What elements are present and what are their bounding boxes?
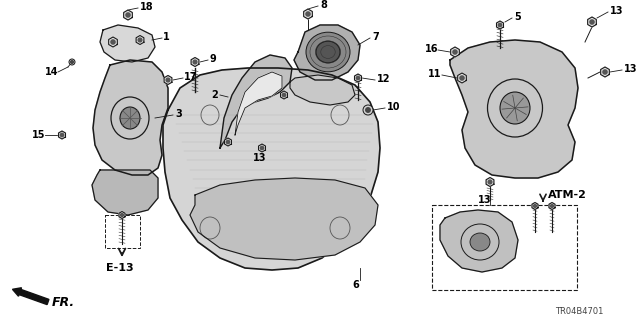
Text: 18: 18: [140, 2, 154, 12]
Ellipse shape: [316, 41, 340, 63]
Text: 5: 5: [514, 12, 521, 22]
Circle shape: [306, 12, 310, 16]
Circle shape: [166, 78, 170, 82]
Text: 9: 9: [210, 54, 217, 64]
Bar: [105, 215, 140, 248]
FancyArrow shape: [12, 288, 49, 305]
Bar: [432, 205, 577, 290]
Polygon shape: [92, 170, 158, 215]
Circle shape: [488, 180, 492, 184]
Polygon shape: [191, 57, 199, 66]
Circle shape: [111, 40, 115, 44]
Polygon shape: [58, 131, 65, 139]
Polygon shape: [458, 73, 467, 83]
Ellipse shape: [500, 92, 530, 124]
Text: 3: 3: [175, 109, 182, 119]
Circle shape: [69, 59, 75, 65]
Circle shape: [70, 61, 74, 63]
Circle shape: [227, 140, 230, 144]
Polygon shape: [549, 203, 555, 210]
Polygon shape: [235, 72, 282, 135]
Polygon shape: [220, 55, 292, 148]
Polygon shape: [100, 25, 155, 62]
Text: 7: 7: [372, 32, 379, 42]
Circle shape: [534, 204, 536, 207]
Circle shape: [193, 60, 197, 64]
Ellipse shape: [470, 233, 490, 251]
Circle shape: [453, 50, 457, 54]
Polygon shape: [497, 21, 504, 29]
Polygon shape: [440, 210, 518, 272]
Text: 12: 12: [377, 74, 390, 84]
Circle shape: [282, 93, 285, 97]
Text: ATM-2: ATM-2: [548, 190, 587, 200]
Circle shape: [356, 76, 360, 80]
Text: 2: 2: [211, 90, 218, 100]
Circle shape: [363, 105, 373, 115]
Polygon shape: [136, 35, 144, 44]
Text: TR04B4701: TR04B4701: [555, 308, 604, 316]
Polygon shape: [588, 17, 596, 27]
Text: 13: 13: [478, 195, 492, 205]
Text: FR.: FR.: [52, 295, 75, 308]
Circle shape: [550, 204, 554, 207]
Circle shape: [590, 20, 594, 24]
Text: 6: 6: [353, 280, 360, 290]
Circle shape: [365, 108, 371, 112]
Circle shape: [60, 133, 64, 137]
Text: 13: 13: [624, 64, 637, 74]
Circle shape: [460, 76, 464, 80]
Text: 11: 11: [428, 69, 442, 79]
Polygon shape: [164, 76, 172, 85]
Polygon shape: [259, 144, 266, 152]
Polygon shape: [532, 203, 538, 210]
Ellipse shape: [120, 107, 140, 129]
Polygon shape: [303, 9, 312, 19]
Polygon shape: [163, 68, 380, 270]
Polygon shape: [225, 138, 232, 146]
Polygon shape: [601, 67, 609, 77]
Text: 13: 13: [253, 153, 267, 163]
Polygon shape: [280, 91, 287, 99]
Polygon shape: [109, 37, 117, 47]
Polygon shape: [451, 47, 460, 57]
Polygon shape: [119, 211, 125, 219]
Circle shape: [499, 23, 502, 27]
Circle shape: [260, 146, 264, 150]
Polygon shape: [355, 74, 362, 82]
Circle shape: [603, 70, 607, 74]
Text: E-13: E-13: [106, 263, 134, 273]
Text: 10: 10: [387, 102, 401, 112]
Text: 8: 8: [320, 0, 327, 10]
Polygon shape: [294, 25, 360, 80]
Text: 15: 15: [32, 130, 45, 140]
Text: 14: 14: [45, 67, 58, 77]
Polygon shape: [190, 178, 378, 260]
Polygon shape: [93, 60, 168, 175]
Text: 1: 1: [163, 32, 170, 42]
Polygon shape: [124, 10, 132, 20]
Text: 13: 13: [610, 6, 623, 16]
Polygon shape: [450, 40, 578, 178]
Circle shape: [138, 38, 142, 42]
Polygon shape: [290, 75, 355, 105]
Text: 17: 17: [184, 72, 198, 82]
Polygon shape: [486, 177, 494, 187]
Circle shape: [120, 213, 124, 217]
Ellipse shape: [306, 32, 350, 72]
Circle shape: [126, 13, 130, 17]
Text: 16: 16: [425, 44, 438, 54]
